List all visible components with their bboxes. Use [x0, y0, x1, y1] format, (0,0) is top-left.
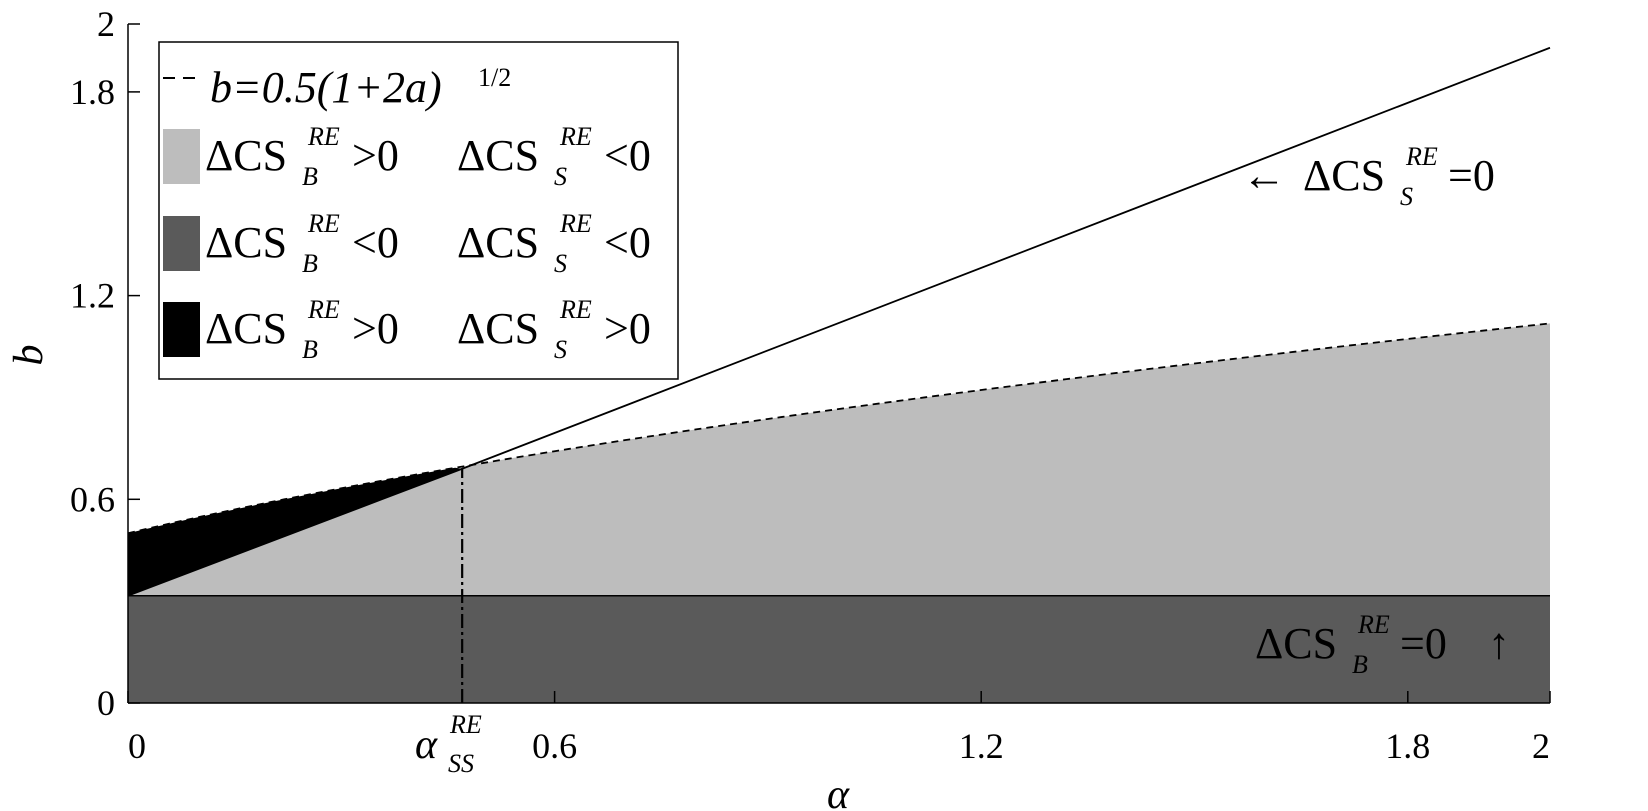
legend-sign-b: <0 — [352, 218, 399, 267]
legend-sub-b: B — [302, 162, 318, 191]
legend-item-dark-gray: ΔCS B RE <0 ΔCS S RE <0 — [163, 209, 651, 278]
legend-sup-s: RE — [559, 209, 592, 238]
annotation-cs-s-zero: ← ΔCS S RE =0 — [1242, 142, 1495, 211]
y-tick-label: 0 — [97, 683, 115, 723]
legend-sup-b: RE — [307, 209, 340, 238]
svg-text:ΔCS: ΔCS — [1255, 619, 1337, 668]
svg-text:SS: SS — [448, 749, 474, 778]
svg-text:←: ← — [1242, 151, 1286, 200]
legend-sign-b: >0 — [352, 131, 399, 180]
legend-swatch-dark-gray — [163, 216, 200, 271]
x-axis-label: α — [827, 772, 850, 811]
x-tick-label: 2 — [1532, 726, 1550, 766]
x-tick-label: 1.2 — [959, 726, 1004, 766]
legend-delta-s: ΔCS — [457, 218, 539, 267]
alpha-ss-re-tick-label: α RE SS — [415, 710, 482, 778]
y-tick-label: 2 — [97, 4, 115, 44]
legend-sign-b: >0 — [352, 304, 399, 353]
region-light-gray — [128, 323, 1550, 596]
y-tick-label: 0.6 — [70, 479, 115, 519]
axes-layer: 0 0.6 1.2 1.8 2 0 0.6 1.2 1.8 2 — [70, 4, 1551, 766]
legend-item-dashed: b=0.5(1+2a) 1/2 — [163, 63, 511, 112]
legend-sub-s: S — [554, 162, 567, 191]
legend-sign-s: >0 — [604, 304, 651, 353]
region-dark-gray — [128, 595, 1550, 703]
svg-text:=0: =0 — [1400, 619, 1447, 668]
legend-sub-b: B — [302, 249, 318, 278]
y-axis-label: b — [6, 345, 52, 366]
legend-sub-s: S — [554, 335, 567, 364]
x-tick-label: 0.6 — [532, 726, 577, 766]
svg-text:RE: RE — [449, 710, 482, 739]
svg-text:S: S — [1400, 182, 1413, 211]
x-tick-label: 0 — [128, 726, 146, 766]
x-tick-label: 1.8 — [1385, 726, 1430, 766]
legend-sup-b: RE — [307, 122, 340, 151]
legend-dashed-sup: 1/2 — [478, 63, 511, 92]
legend-box — [158, 41, 679, 380]
legend-sub-s: S — [554, 249, 567, 278]
y-tick-label: 1.2 — [70, 276, 115, 316]
legend-swatch-light-gray — [163, 129, 200, 184]
svg-text:α: α — [415, 722, 438, 768]
legend-sub-b: B — [302, 335, 318, 364]
legend-sup-s: RE — [559, 122, 592, 151]
legend-delta-b: ΔCS — [205, 218, 287, 267]
legend-delta-b: ΔCS — [205, 131, 287, 180]
legend-sign-s: <0 — [604, 131, 651, 180]
legend-delta-s: ΔCS — [457, 304, 539, 353]
legend-delta-s: ΔCS — [457, 131, 539, 180]
legend: b=0.5(1+2a) 1/2 ΔCS B RE >0 ΔCS S RE <0 ΔCS B RE <0… — [158, 41, 679, 380]
legend-region-items: ΔCS B RE >0 ΔCS S RE <0 ΔCS B RE <0 ΔCS S RE <0 ΔCS B RE >0… — [163, 122, 651, 364]
y-tick-label: 1.8 — [70, 72, 115, 112]
legend-item-black: ΔCS B RE >0 ΔCS S RE >0 — [163, 295, 651, 364]
legend-dashed-label: b=0.5(1+2a) — [210, 63, 442, 112]
annotation-cs-b-zero: ΔCS B RE =0 ↑ — [1255, 610, 1510, 679]
dashed-boundary-curve — [127, 322, 1551, 535]
legend-sign-s: <0 — [604, 218, 651, 267]
legend-sup-b: RE — [307, 295, 340, 324]
svg-text:RE: RE — [1405, 142, 1438, 171]
svg-text:ΔCS: ΔCS — [1303, 151, 1385, 200]
svg-text:RE: RE — [1357, 610, 1390, 639]
legend-swatch-black — [163, 302, 200, 357]
svg-text:B: B — [1352, 650, 1368, 679]
annot-s-delta: ΔCS — [1303, 151, 1385, 200]
svg-text:=0: =0 — [1448, 151, 1495, 200]
curves-layer — [127, 46, 1551, 703]
legend-sup-s: RE — [559, 295, 592, 324]
svg-text:b=0.5(1+2a): b=0.5(1+2a) — [210, 63, 442, 112]
legend-delta-b: ΔCS — [205, 304, 287, 353]
svg-text:↑: ↑ — [1488, 619, 1510, 668]
legend-item-light-gray: ΔCS B RE >0 ΔCS S RE <0 — [163, 122, 651, 191]
